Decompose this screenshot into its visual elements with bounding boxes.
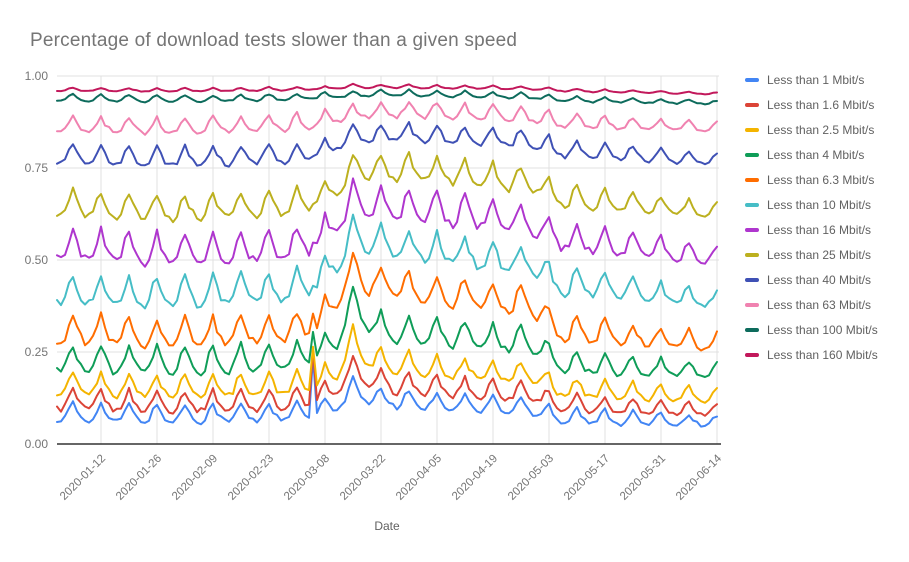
series-lines (56, 82, 718, 428)
x-tick-label: 2020-03-22 (338, 453, 388, 503)
legend-swatch (745, 302, 759, 307)
y-tick-label: 0.50 (25, 253, 49, 267)
legend-label: Less than 160 Mbit/s (767, 347, 878, 362)
legend-item-less-than-63-mbit-s[interactable]: Less than 63 Mbit/s (745, 292, 905, 317)
legend-label: Less than 16 Mbit/s (767, 222, 872, 237)
legend-item-less-than-10-mbit-s[interactable]: Less than 10 Mbit/s (745, 192, 905, 217)
legend-swatch (745, 352, 759, 357)
legend-swatch (745, 252, 759, 257)
series-line-less-than-10-mbit-s[interactable] (56, 213, 718, 310)
legend-item-less-than-100-mbit-s[interactable]: Less than 100 Mbit/s (745, 317, 905, 342)
x-tick-label: 2020-01-26 (114, 453, 164, 503)
legend-item-less-than-16-mbit-s[interactable]: Less than 16 Mbit/s (745, 217, 905, 242)
y-tick-label: 0.00 (25, 437, 49, 451)
y-tick-label: 0.25 (25, 345, 49, 359)
x-tick-label: 2020-05-31 (618, 453, 668, 503)
legend-label: Less than 1 Mbit/s (767, 72, 865, 87)
y-tick-label: 0.75 (25, 161, 49, 175)
x-tick-label: 2020-02-09 (170, 453, 220, 503)
series-line-less-than-4-mbit-s[interactable] (56, 285, 718, 378)
x-tick-label: 2020-04-19 (450, 453, 500, 503)
series-line-less-than-2-5-mbit-s[interactable] (56, 323, 718, 404)
legend-item-less-than-25-mbit-s[interactable]: Less than 25 Mbit/s (745, 242, 905, 267)
legend-item-less-than-1-mbit-s[interactable]: Less than 1 Mbit/s (745, 67, 905, 92)
legend-swatch (745, 227, 759, 232)
legend: Less than 1 Mbit/s Less than 1.6 Mbit/s Le… (745, 67, 905, 367)
legend-swatch (745, 127, 759, 132)
legend-swatch (745, 102, 759, 107)
series-line-less-than-16-mbit-s[interactable] (56, 177, 718, 268)
legend-label: Less than 40 Mbit/s (767, 272, 872, 287)
gridlines (57, 75, 719, 444)
series-line-less-than-100-mbit-s[interactable] (56, 88, 718, 106)
y-tick-label: 1.00 (25, 69, 49, 83)
x-tick-label: 2020-05-17 (562, 453, 612, 503)
series-line-less-than-25-mbit-s[interactable] (56, 151, 718, 224)
legend-label: Less than 1.6 Mbit/s (767, 97, 875, 112)
x-axis-title: Date (374, 519, 400, 533)
legend-label: Less than 6.3 Mbit/s (767, 172, 875, 187)
series-line-less-than-160-mbit-s[interactable] (56, 82, 718, 96)
legend-swatch (745, 177, 759, 182)
legend-swatch (745, 152, 759, 157)
chart-title: Percentage of download tests slower than… (30, 30, 518, 51)
legend-item-less-than-40-mbit-s[interactable]: Less than 40 Mbit/s (745, 267, 905, 292)
legend-label: Less than 4 Mbit/s (767, 147, 865, 162)
x-tick-label: 2020-05-03 (506, 453, 556, 503)
legend-label: Less than 10 Mbit/s (767, 197, 872, 212)
series-line-less-than-6-3-mbit-s[interactable] (56, 251, 718, 352)
legend-label: Less than 100 Mbit/s (767, 322, 878, 337)
legend-item-less-than-1-6-mbit-s[interactable]: Less than 1.6 Mbit/s (745, 92, 905, 117)
legend-item-less-than-4-mbit-s[interactable]: Less than 4 Mbit/s (745, 142, 905, 167)
x-tick-label: 2020-06-14 (674, 452, 725, 503)
legend-item-less-than-2-5-mbit-s[interactable]: Less than 2.5 Mbit/s (745, 117, 905, 142)
series-line-less-than-40-mbit-s[interactable] (56, 121, 718, 168)
x-tick-label: 2020-01-12 (58, 453, 108, 503)
legend-label: Less than 2.5 Mbit/s (767, 122, 875, 137)
legend-swatch (745, 277, 759, 282)
legend-item-less-than-6-3-mbit-s[interactable]: Less than 6.3 Mbit/s (745, 167, 905, 192)
legend-label: Less than 63 Mbit/s (767, 297, 872, 312)
legend-swatch (745, 202, 759, 207)
legend-swatch (745, 77, 759, 82)
series-line-less-than-63-mbit-s[interactable] (56, 101, 718, 136)
x-tick-label: 2020-02-23 (226, 453, 276, 503)
x-tick-label: 2020-04-05 (394, 453, 444, 503)
legend-swatch (745, 327, 759, 332)
series-line-less-than-1-mbit-s[interactable] (56, 356, 718, 428)
x-tick-label: 2020-03-08 (282, 453, 332, 503)
series-line-less-than-1-6-mbit-s[interactable] (56, 349, 718, 417)
legend-item-less-than-160-mbit-s[interactable]: Less than 160 Mbit/s (745, 342, 905, 367)
legend-label: Less than 25 Mbit/s (767, 247, 872, 262)
